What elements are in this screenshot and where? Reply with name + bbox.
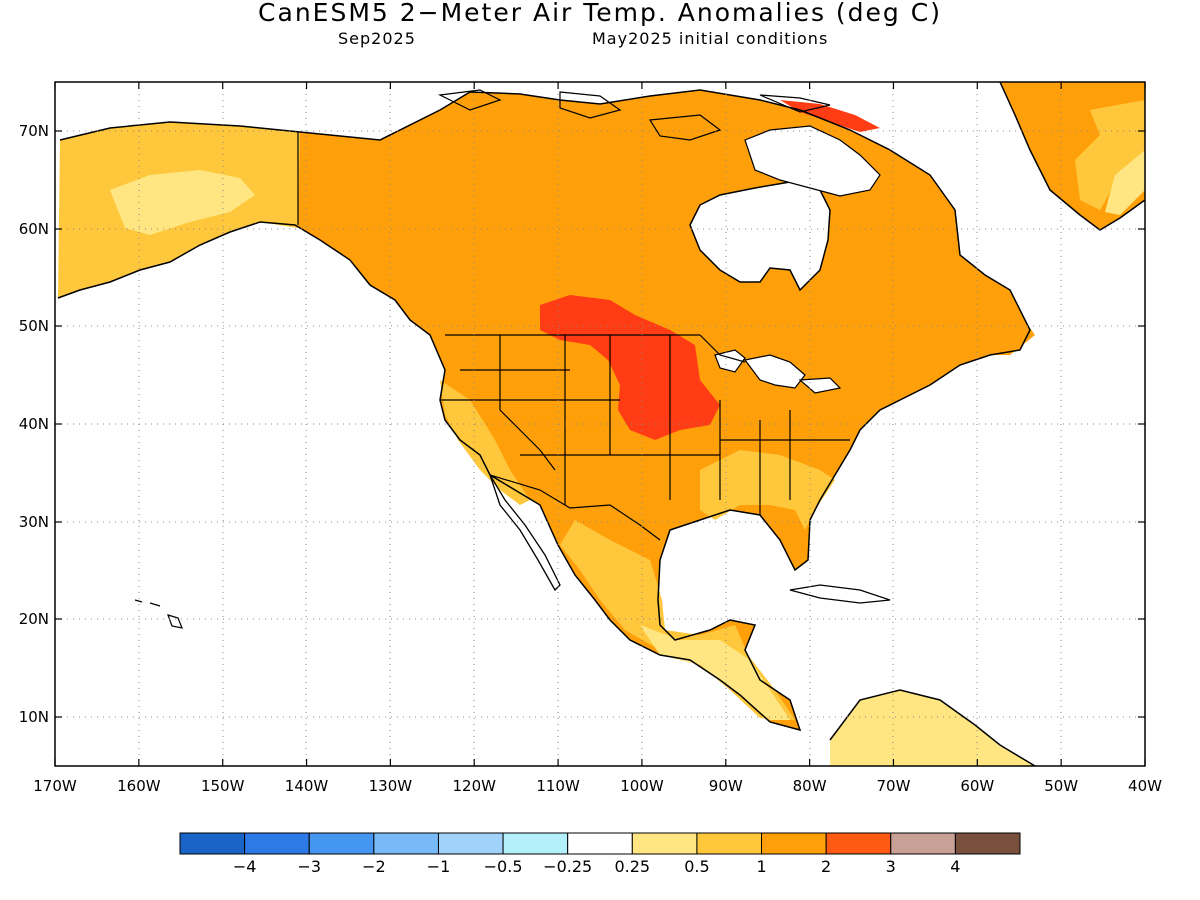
colorbar-label: −2 [362, 857, 386, 876]
anomaly-region-arctic-strong [780, 100, 880, 132]
lon-label: 140W [285, 777, 329, 795]
anomaly-region-2-3 [540, 295, 720, 440]
lat-label: 30N [19, 513, 49, 531]
graticule [55, 82, 1145, 766]
colorbar-label: −0.5 [484, 857, 523, 876]
anomaly-region-eastern-canada [740, 205, 1035, 410]
map-subtitle-date: Sep2025 [338, 29, 416, 48]
lat-label: 70N [19, 122, 49, 140]
colorbar-label: 4 [950, 857, 960, 876]
colorbar-label: −4 [233, 857, 257, 876]
lon-label: 40W [1128, 777, 1162, 795]
colorbar-labels: −4 −3 −2 −1 −0.5 −0.25 0.25 0.5 1 2 3 4 [233, 857, 961, 876]
hudson-bay [689, 181, 831, 292]
colorbar-swatch [373, 832, 439, 855]
coastline-south-america [829, 689, 1036, 766]
arctic-water [744, 125, 881, 197]
lon-axis-labels: 170W 160W 150W 140W 130W 120W 110W 100W 90W 80W 70… [33, 777, 1162, 795]
lon-label: 120W [452, 777, 496, 795]
coastline-cuba [789, 584, 891, 604]
colorbar-swatch [631, 832, 698, 855]
anomaly-region-south-america [830, 690, 1035, 766]
colorbar-label: 3 [886, 857, 896, 876]
colorbar-label: −1 [427, 857, 451, 876]
lat-axis-labels: 70N 60N 50N 40N 30N 20N 10N [19, 122, 49, 726]
colorbar-swatch [567, 832, 633, 855]
colorbar-swatch [308, 832, 375, 855]
lon-label: 170W [33, 777, 77, 795]
anomaly-region-southeast-weak [700, 450, 835, 530]
anomaly-region-greenland-weak [1075, 100, 1145, 210]
colorbar-label: 0.25 [614, 857, 650, 876]
lon-label: 70W [877, 777, 911, 795]
colorbar-swatch [761, 832, 827, 855]
colorbar-swatch [502, 832, 569, 855]
anomaly-region-mexico-weakest [640, 625, 790, 720]
lon-label: 50W [1044, 777, 1078, 795]
colorbar-swatch [437, 832, 504, 855]
great-lakes [714, 349, 842, 394]
lat-axis [55, 130, 1145, 718]
lon-label: 110W [536, 777, 580, 795]
colorbar-swatch [244, 832, 310, 855]
colorbar-label: 1 [756, 857, 766, 876]
colorbar-swatch [954, 832, 1021, 855]
colorbar-swatch [825, 832, 892, 855]
hawaii [134, 599, 183, 629]
colorbar-label: −3 [297, 857, 321, 876]
lat-label: 60N [19, 220, 49, 238]
anomaly-region-greenland-weakest [1105, 150, 1145, 215]
colorbar-swatch [696, 832, 763, 855]
lon-label: 160W [117, 777, 161, 795]
lon-label: 100W [620, 777, 664, 795]
lon-label: 80W [793, 777, 827, 795]
map-title: CanESM5 2−Meter Air Temp. Anomalies (deg… [258, 0, 942, 27]
coastline [57, 89, 1031, 732]
lon-label: 90W [709, 777, 743, 795]
colorbar [179, 832, 1021, 855]
anomaly-region-alaska-weakest [110, 170, 255, 235]
colorbar-swatch [179, 832, 246, 855]
coastline-baja [489, 474, 561, 592]
lon-axis [54, 82, 1146, 766]
colorbar-swatch [890, 832, 956, 855]
colorbar-label: 0.5 [684, 857, 709, 876]
colorbar-label: 2 [821, 857, 831, 876]
anomaly-region-west-coast-weak [440, 380, 530, 505]
lat-label: 40N [19, 415, 49, 433]
arctic-islands [437, 89, 831, 141]
lon-label: 130W [369, 777, 413, 795]
lat-label: 20N [19, 610, 49, 628]
map-subtitle-init: May2025 initial conditions [592, 29, 829, 48]
lat-label: 10N [19, 708, 49, 726]
coastline-greenland [999, 82, 1145, 231]
political-boundaries [297, 132, 850, 541]
lon-label: 150W [201, 777, 245, 795]
colorbar-label: −0.25 [543, 857, 592, 876]
lat-label: 50N [19, 317, 49, 335]
lon-label: 60W [960, 777, 994, 795]
map-plot-area [55, 82, 1145, 766]
